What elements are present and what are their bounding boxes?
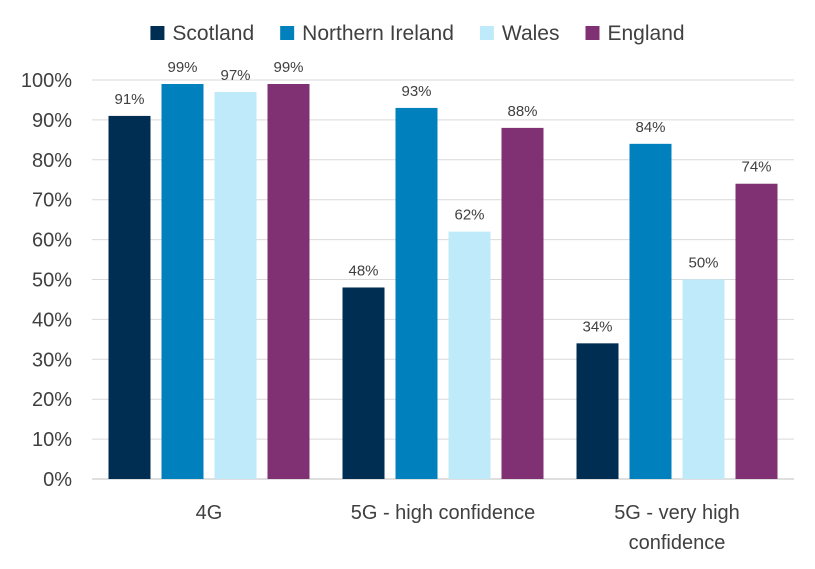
legend-item: Northern Ireland	[280, 22, 454, 45]
x-axis: 4G 5G - high confidence 5G - very high conf…	[196, 502, 740, 554]
legend-label: Wales	[502, 22, 560, 45]
legend-item: Wales	[479, 22, 560, 45]
bar	[161, 83, 204, 480]
bar	[214, 91, 257, 479]
data-labels: 91% 48% 34% 99% 93% 84% 97% 62% 50% 99% 88% 74%	[114, 59, 771, 335]
y-tick-label: 10%	[32, 429, 72, 451]
bars	[108, 83, 778, 480]
legend-label: Northern Ireland	[302, 22, 454, 45]
y-tick-label: 0%	[43, 469, 72, 491]
legend-label: England	[607, 22, 684, 45]
data-label: 99%	[167, 59, 197, 76]
y-tick-label: 60%	[32, 230, 72, 252]
x-category-label: 5G - very high confidence	[614, 502, 740, 554]
data-label: 97%	[220, 67, 250, 84]
x-category-label: 5G - high confidence	[351, 502, 536, 524]
y-tick-label: 100%	[21, 70, 72, 92]
y-axis: 0% 10% 20% 30% 40% 50% 60% 70% 80% 90% 100%	[21, 70, 72, 491]
y-tick-label: 90%	[32, 110, 72, 132]
data-label: 62%	[454, 207, 484, 224]
data-label: 48%	[348, 262, 378, 279]
y-tick-label: 70%	[32, 190, 72, 212]
y-tick-label: 20%	[32, 389, 72, 411]
bar	[576, 343, 619, 479]
data-label: 88%	[507, 103, 537, 120]
legend: Scotland Northern Ireland Wales England	[150, 22, 685, 45]
bar	[501, 127, 544, 479]
bar	[629, 143, 672, 479]
data-label: 50%	[688, 255, 718, 272]
bar	[108, 115, 151, 479]
data-label: 84%	[635, 119, 665, 136]
y-tick-label: 30%	[32, 349, 72, 371]
data-label: 99%	[273, 59, 303, 76]
bar	[682, 279, 725, 479]
bar	[342, 287, 385, 479]
data-label: 34%	[582, 318, 612, 335]
legend-swatch	[585, 26, 600, 40]
data-label: 91%	[114, 91, 144, 108]
legend-swatch	[150, 26, 165, 40]
legend-swatch	[479, 26, 494, 40]
bar	[735, 183, 778, 480]
y-tick-label: 50%	[32, 270, 72, 292]
legend-swatch	[280, 26, 295, 40]
gridlines	[92, 79, 794, 480]
data-label: 74%	[741, 159, 771, 176]
x-category-label: 4G	[196, 502, 223, 524]
bar	[267, 83, 310, 480]
legend-item: England	[585, 22, 685, 45]
bar	[395, 107, 438, 480]
bar	[448, 231, 491, 479]
legend-label: Scotland	[172, 22, 254, 45]
data-label: 93%	[401, 83, 431, 100]
y-tick-label: 80%	[32, 150, 72, 172]
y-tick-label: 40%	[32, 309, 72, 331]
legend-item: Scotland	[150, 22, 254, 45]
